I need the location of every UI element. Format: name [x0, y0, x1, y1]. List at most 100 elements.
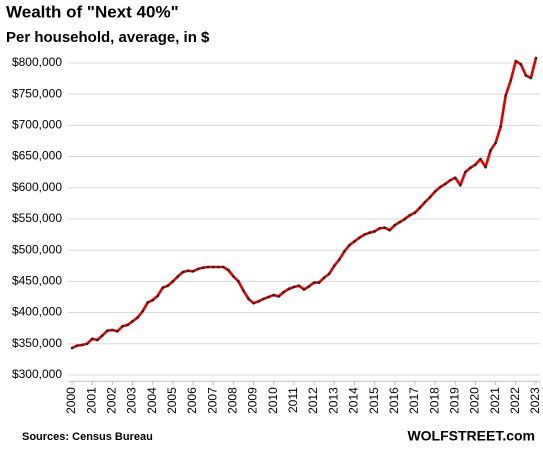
point [398, 220, 402, 224]
point [519, 62, 523, 66]
point [75, 344, 79, 347]
point [348, 243, 351, 247]
point [262, 297, 265, 301]
point [121, 324, 124, 328]
x-tick-label: 2018 [427, 387, 441, 414]
point [85, 342, 89, 346]
point [529, 76, 533, 80]
x-tick-label: 2017 [407, 387, 421, 414]
y-tick-label: $650,000 [12, 149, 62, 163]
point [438, 185, 442, 189]
point [534, 56, 538, 60]
y-tick-label: $300,000 [12, 367, 62, 381]
point [423, 200, 427, 204]
x-tick-label: 2002 [105, 387, 119, 414]
point [474, 163, 477, 166]
point [504, 94, 508, 97]
point [383, 226, 386, 229]
point [388, 228, 392, 232]
point [453, 176, 457, 180]
point [368, 231, 371, 234]
point [327, 272, 331, 276]
point [322, 276, 326, 279]
point [378, 227, 381, 230]
point [428, 195, 432, 199]
x-tick-label: 2020 [468, 387, 482, 414]
point [343, 250, 346, 253]
point [448, 178, 452, 182]
point [222, 265, 225, 269]
point [191, 270, 195, 273]
point [373, 230, 376, 233]
point [161, 286, 165, 289]
y-tick-label: $600,000 [12, 180, 62, 194]
point [332, 264, 336, 268]
chart-title: Wealth of "Next 40%" [6, 2, 179, 21]
x-tick-label: 2009 [246, 387, 260, 414]
point [403, 217, 407, 221]
point [80, 343, 84, 347]
y-tick-label: $450,000 [12, 274, 62, 288]
point [126, 323, 129, 327]
x-tick-label: 2019 [447, 387, 461, 414]
point [166, 284, 170, 288]
point [116, 329, 119, 333]
point [272, 293, 276, 297]
point [181, 270, 185, 274]
brand: WOLFSTREET.com [407, 428, 535, 444]
point [413, 211, 417, 215]
y-tick-label: $700,000 [12, 118, 62, 132]
point [146, 301, 149, 304]
point [111, 328, 114, 332]
point [469, 166, 472, 170]
point [479, 157, 482, 161]
point [206, 265, 210, 269]
point [282, 290, 286, 294]
x-tick-label: 2008 [226, 387, 240, 414]
x-tick-label: 2011 [286, 387, 300, 413]
point [302, 288, 306, 291]
point [136, 316, 139, 319]
x-tick-label: 2021 [488, 387, 502, 414]
x-tick-label: 2010 [266, 387, 280, 414]
point [494, 141, 497, 145]
point [216, 265, 220, 269]
x-tick-label: 2000 [64, 387, 78, 414]
point [509, 79, 513, 82]
point [514, 59, 518, 63]
x-tick-label: 2012 [306, 387, 320, 414]
point [70, 346, 74, 350]
point [196, 267, 200, 271]
x-tick-label: 2023 [528, 387, 542, 414]
x-tick-label: 2006 [185, 387, 199, 414]
point [186, 269, 190, 273]
x-tick-label: 2022 [508, 387, 522, 414]
point [287, 287, 291, 291]
point [459, 183, 462, 187]
point [100, 334, 104, 337]
point [131, 319, 134, 323]
point [393, 223, 397, 227]
point [252, 301, 255, 305]
x-tick-label: 2015 [367, 387, 381, 414]
x-tick-label: 2001 [84, 387, 98, 414]
point [524, 74, 528, 77]
point [237, 280, 240, 283]
point [171, 280, 175, 283]
point [337, 258, 341, 261]
point [201, 266, 205, 269]
y-tick-label: $500,000 [12, 242, 62, 256]
x-tick-label: 2003 [125, 387, 139, 414]
point [257, 300, 260, 303]
point [484, 165, 487, 169]
y-tick-label: $550,000 [12, 211, 62, 225]
point [312, 281, 316, 284]
y-tick-label: $400,000 [12, 305, 62, 319]
point [176, 275, 180, 278]
y-tick-label: $350,000 [12, 336, 62, 350]
point [433, 190, 437, 193]
point [106, 329, 109, 332]
point [358, 236, 361, 239]
point [267, 295, 271, 299]
